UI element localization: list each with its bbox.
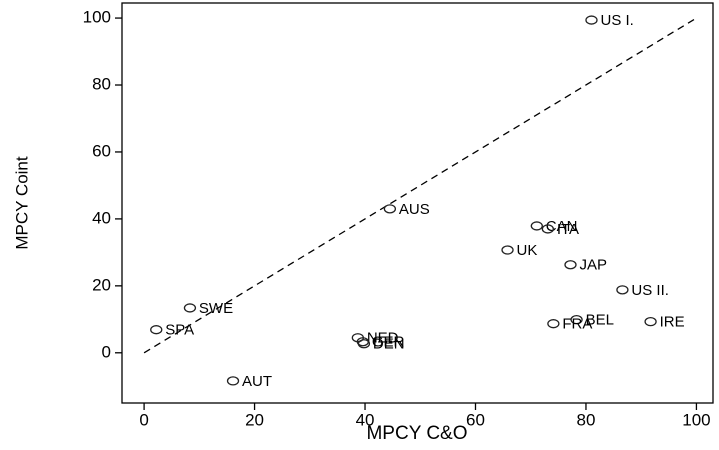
y-tick-label: 100 <box>83 8 111 27</box>
point-label: AUS <box>399 201 430 218</box>
point-label: US II. <box>631 282 669 299</box>
point <box>501 245 514 255</box>
point <box>570 315 583 325</box>
y-tick-label: 20 <box>92 275 111 294</box>
point <box>585 15 598 25</box>
point <box>357 339 371 349</box>
point <box>644 317 657 327</box>
x-tick-label: 20 <box>245 410 264 429</box>
y-axis-title: MPCY Coint <box>12 156 31 249</box>
point <box>226 376 240 386</box>
point <box>547 319 560 329</box>
y-tick-label: 0 <box>102 342 111 361</box>
point-label: GER <box>372 334 405 351</box>
x-axis-title: MPCY C&O <box>366 423 467 444</box>
point-label: NED <box>367 330 399 347</box>
point-label: DEN <box>373 336 405 353</box>
y-tick-label: 80 <box>92 74 111 93</box>
x-tick-label: 60 <box>466 410 485 429</box>
point-label: JAP <box>579 257 607 274</box>
point <box>541 224 555 234</box>
plot-frame <box>121 2 714 404</box>
point-label: AUT <box>242 373 272 390</box>
point <box>616 285 629 295</box>
point-label: CAN <box>546 218 578 235</box>
y-tick-label: 60 <box>92 141 111 160</box>
point-label: UK <box>517 242 538 259</box>
point-label: US I. <box>600 12 633 29</box>
point <box>530 221 543 231</box>
point <box>150 325 163 335</box>
point-label: BEL <box>586 312 614 329</box>
x-tick-label: 80 <box>577 410 596 429</box>
point <box>564 260 577 270</box>
point-label: FRA <box>562 316 592 333</box>
x-tick-label: 40 <box>356 410 375 429</box>
point-label: ITA <box>557 221 579 238</box>
point-label: IRE <box>660 314 685 331</box>
point <box>383 204 397 214</box>
y-tick-label: 40 <box>92 208 111 227</box>
point-label: SPA <box>165 322 194 339</box>
x-tick-label: 0 <box>139 410 148 429</box>
point-label: SWE <box>199 300 233 317</box>
point <box>183 303 197 313</box>
x-tick-label: 100 <box>682 410 710 429</box>
